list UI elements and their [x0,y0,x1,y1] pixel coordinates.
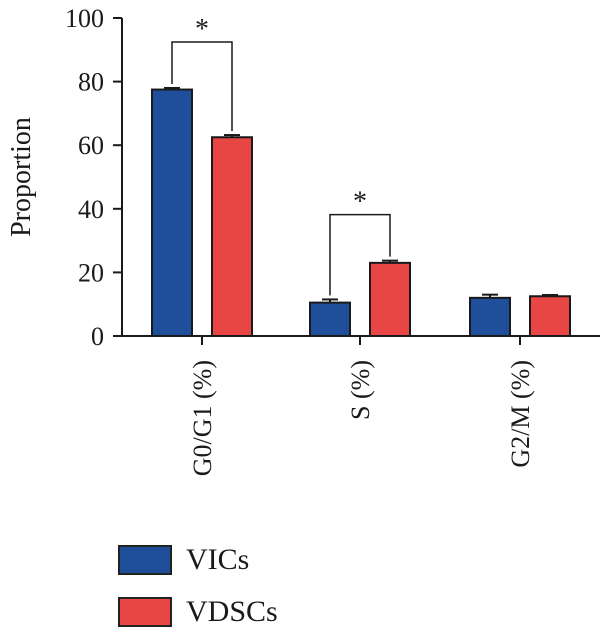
bar-chart: 0 20 40 60 80 100 Proportion G0/G1 (%) S (%) G2/M… [6,4,600,476]
legend: VICs VDSCs [118,534,278,638]
bar-vics-g2-m [469,296,511,337]
x-tick-label-g0-g1: G0/G1 (%) [188,360,217,476]
y-axis-label: Proportion [6,117,37,237]
bar-vdscs-g0-g1 [211,136,253,337]
bar-vics-s [309,301,351,337]
legend-item-vics: VICs [118,534,278,586]
y-tick-label-100: 100 [65,4,104,33]
bar-vdscs-s [369,261,411,337]
significance-bracket-s [329,213,391,296]
y-tick-label-40: 40 [78,195,104,224]
x-tick-label-g2-m: G2/M (%) [506,360,535,468]
x-tick-label-s: S (%) [346,360,375,420]
legend-item-vdscs: VDSCs [118,586,278,638]
y-tick-label-80: 80 [78,68,104,97]
legend-swatch-vics [118,545,172,575]
significance-label-g0-g1: * [195,14,209,45]
bar-vics-g0-g1 [151,88,193,337]
y-tick-label-60: 60 [78,131,104,160]
legend-label-vdscs: VDSCs [186,595,278,628]
significance-label-s: * [353,187,367,218]
significance-bracket-g0-g1 [171,41,233,132]
y-tick-label-20: 20 [78,258,104,287]
y-tick-label-0: 0 [91,322,104,351]
legend-swatch-vdscs [118,597,172,627]
legend-label-vics: VICs [186,543,250,576]
bar-vdscs-g2-m [529,295,571,337]
